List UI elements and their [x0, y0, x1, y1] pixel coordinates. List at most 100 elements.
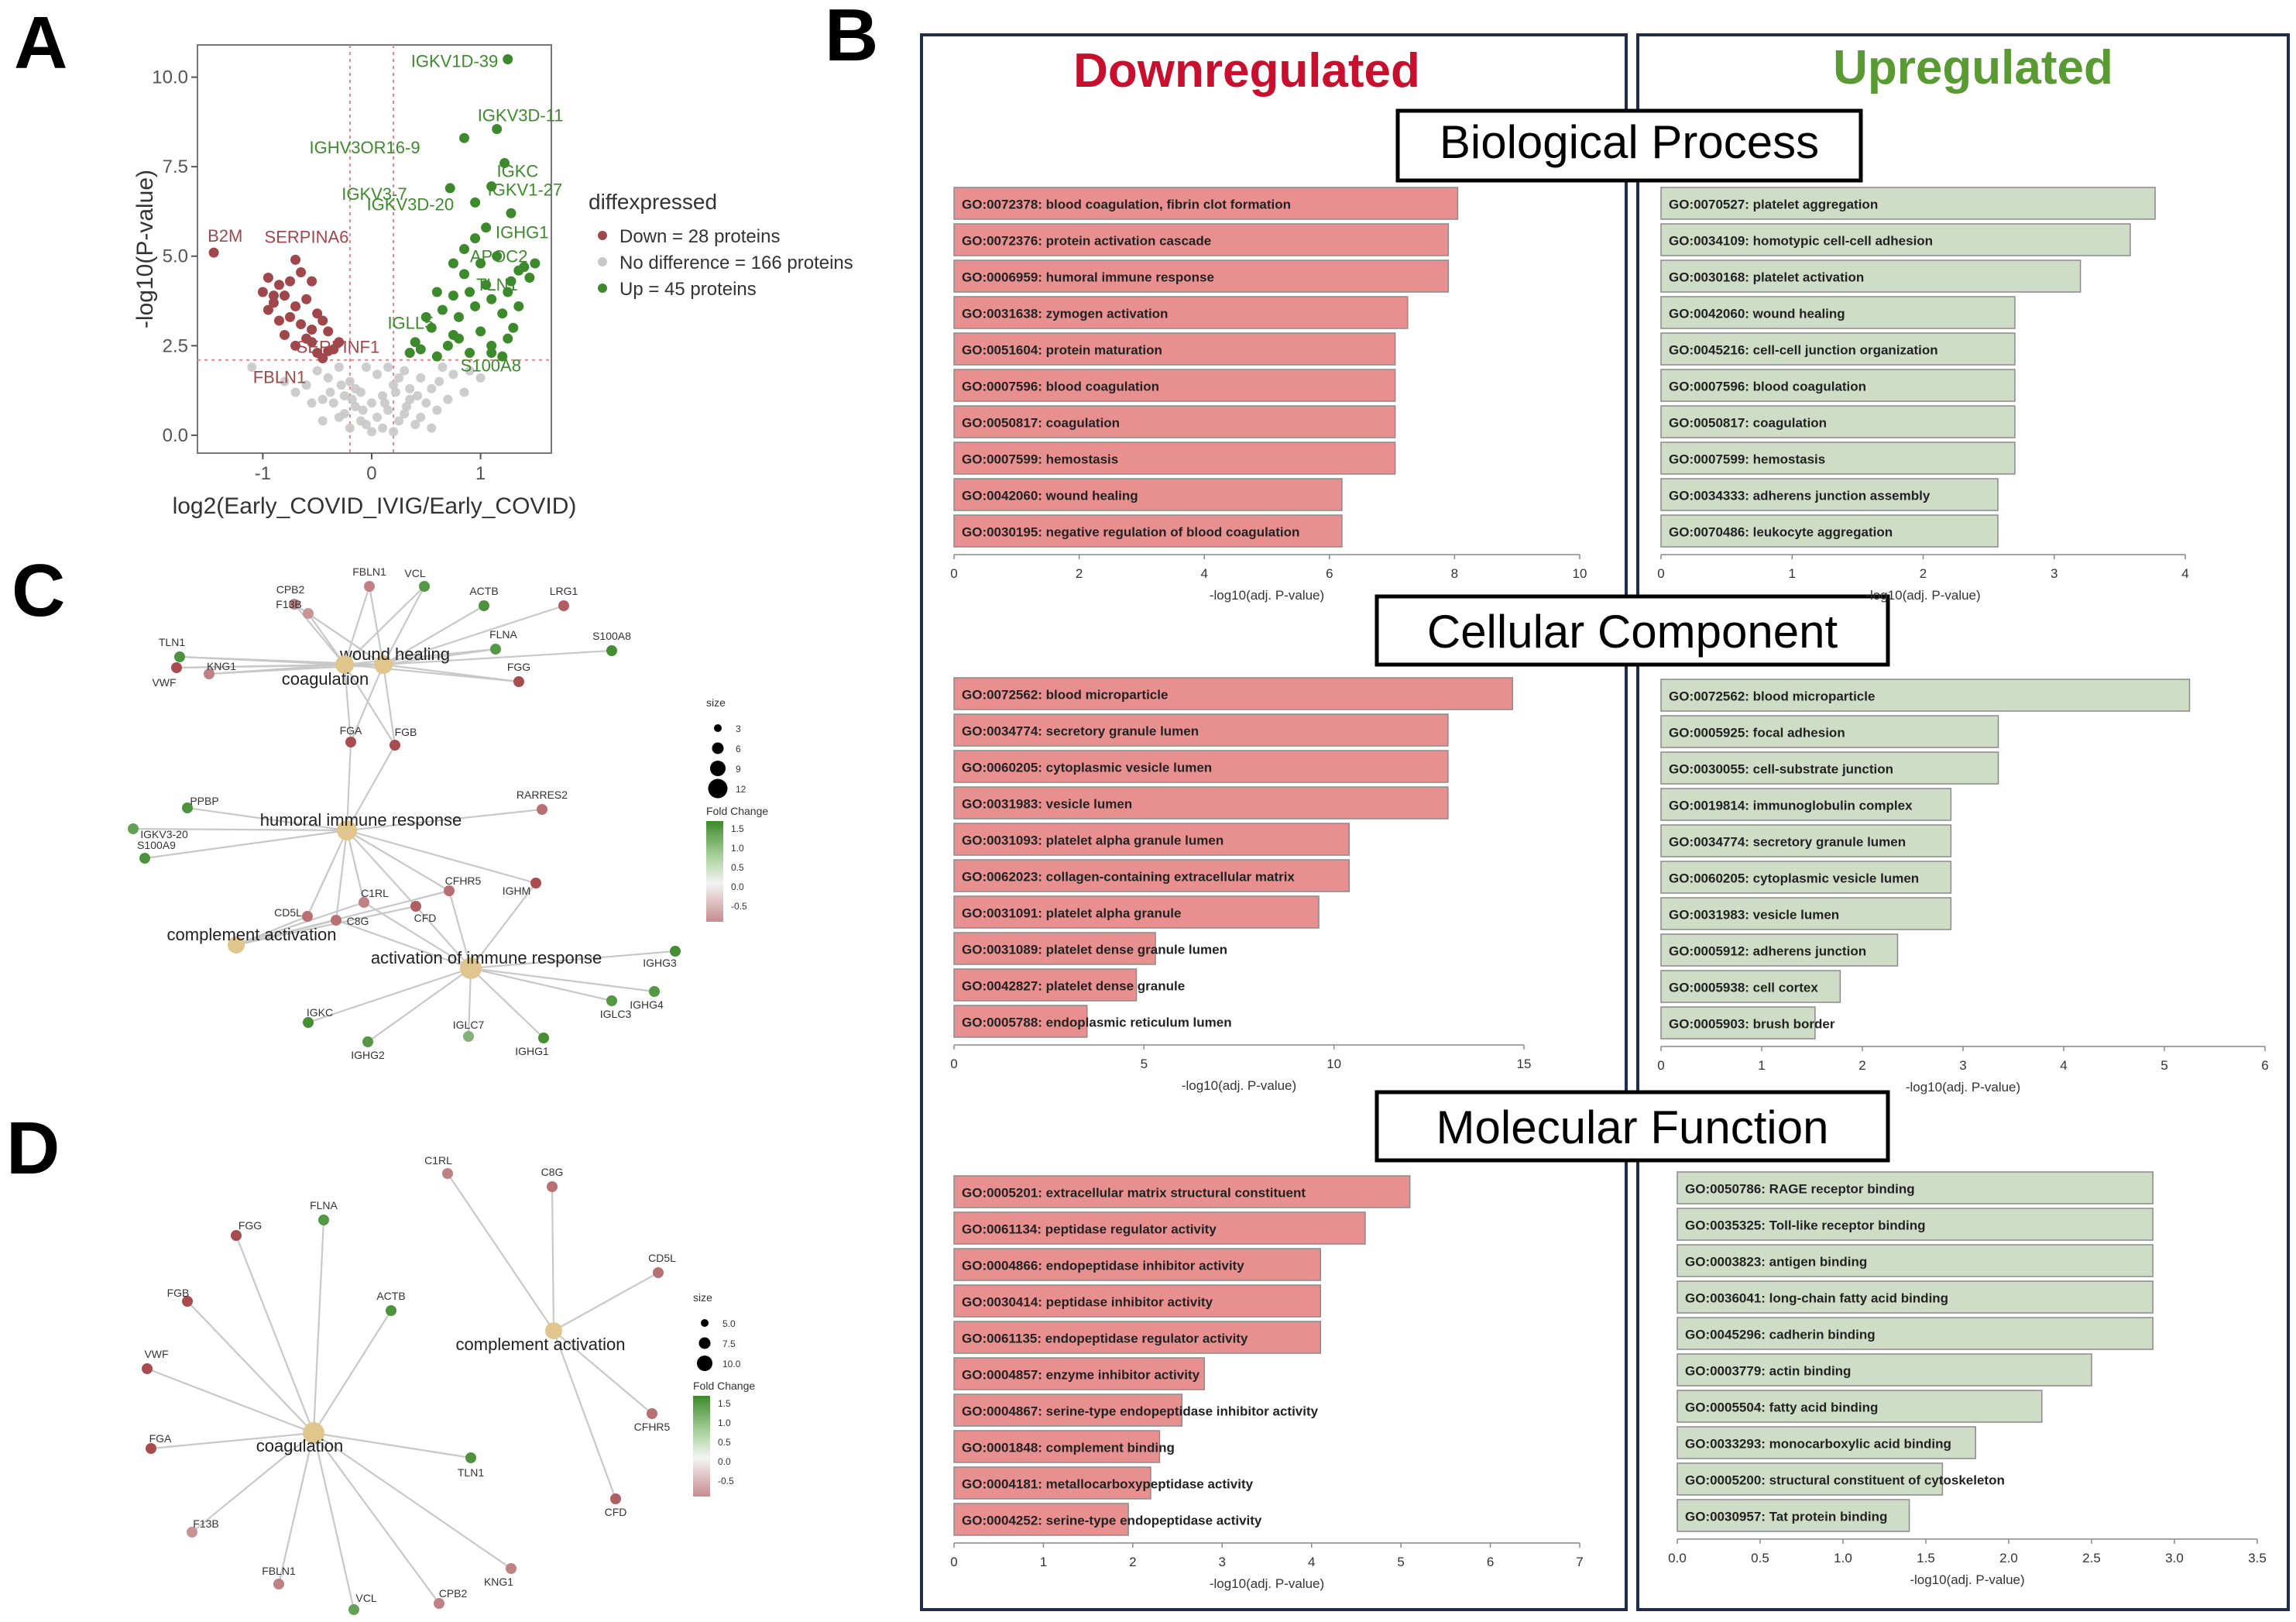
- go-bar-label: GO:0031983: vesicle lumen: [1669, 908, 1839, 923]
- x-tick-label: 2: [1920, 566, 1927, 581]
- gene-node: [513, 676, 524, 687]
- color-legend-label: 1.5: [731, 823, 744, 834]
- network-edge: [187, 806, 348, 832]
- go-bar: [953, 442, 1396, 475]
- nodiff-point: [358, 405, 368, 415]
- x-tick-label: 0: [366, 463, 376, 484]
- network-c: wound healing coagulation humoral immune r…: [128, 565, 768, 1061]
- up-point: [497, 308, 508, 319]
- x-tick-label: 1: [1789, 566, 1796, 581]
- nodiff-point: [389, 380, 399, 390]
- go-bar-label: GO:0072562: blood microparticle: [962, 688, 1168, 703]
- up-point: [410, 337, 420, 348]
- color-legend-title: Fold Change: [693, 1380, 755, 1392]
- network-edge: [346, 744, 396, 831]
- down-point: [323, 345, 334, 356]
- nodiff-point: [434, 376, 444, 387]
- x-tick-label: 4: [1200, 566, 1207, 581]
- gene-label: IGHG2: [351, 1049, 385, 1061]
- x-tick-label: 1.5: [1917, 1551, 1935, 1565]
- gene-node: [171, 662, 182, 673]
- labeled-point: [492, 124, 503, 135]
- go-bar-label: GO:0031089: platelet dense granule lumen: [962, 943, 1227, 957]
- network-edge: [343, 664, 352, 743]
- size-legend-title: size: [706, 696, 726, 709]
- go-bar-label: GO:0070527: platelet aggregation: [1669, 198, 1878, 212]
- nodiff-point: [401, 401, 411, 411]
- down-point: [290, 340, 301, 351]
- up-point: [503, 287, 513, 297]
- gene-label: CFHR5: [445, 875, 482, 887]
- nodiff-point: [317, 416, 328, 426]
- network-edge: [552, 1330, 617, 1500]
- network-edge: [345, 830, 366, 903]
- size-legend-dot: [697, 1356, 712, 1371]
- nodiff-point: [323, 373, 333, 383]
- y-tick-label: 2.5: [163, 335, 188, 356]
- gene-node: [670, 946, 681, 957]
- gene-node: [537, 804, 547, 815]
- gene-label: VWF: [144, 1348, 168, 1360]
- term-node: [337, 820, 357, 840]
- section-title: Molecular Function: [1436, 1101, 1829, 1153]
- go-bar-label: GO:0060205: cytoplasmic vesicle lumen: [1669, 871, 1919, 886]
- gene-node: [345, 737, 356, 747]
- go-bar-label: GO:0006959: humoral immune response: [962, 270, 1214, 285]
- point-label: SERPINF1: [297, 338, 380, 357]
- gene-label: FGB: [395, 726, 417, 738]
- point-label: IGKC: [497, 162, 539, 181]
- network-edge: [553, 1272, 659, 1332]
- legend-marker: [598, 231, 607, 240]
- network-edge: [470, 950, 676, 970]
- up-frame: [1636, 33, 2290, 1611]
- network-edge: [383, 604, 565, 666]
- gene-label: IGHG1: [515, 1045, 549, 1057]
- gene-node: [479, 600, 489, 611]
- gene-label: C1RL: [424, 1154, 452, 1167]
- go-bar-label: GO:0050817: coagulation: [962, 416, 1120, 431]
- go-bar: [1660, 715, 1999, 748]
- go-bar-label: GO:0051604: protein maturation: [962, 343, 1162, 358]
- network-edge: [146, 1367, 314, 1435]
- go-bar: [953, 859, 1350, 892]
- nodiff-point: [317, 394, 328, 404]
- nodiff-point: [390, 387, 400, 397]
- go-bar-label: GO:0007596: blood coagulation: [962, 380, 1159, 394]
- network-edge: [383, 649, 613, 666]
- network-edge: [345, 741, 352, 831]
- go-bar: [1660, 1006, 1816, 1040]
- go-bar-label: GO:0003823: antigen binding: [1685, 1255, 1867, 1270]
- panel-label-d: D: [6, 1107, 60, 1190]
- nodiff-point: [427, 423, 437, 433]
- up-point: [481, 222, 492, 233]
- down-point: [263, 272, 273, 283]
- network-edge: [208, 663, 345, 675]
- gene-label: CPB2: [439, 1587, 468, 1600]
- up-point: [475, 258, 486, 269]
- go-bar: [1660, 933, 1899, 967]
- up-point: [503, 333, 513, 344]
- go-bar: [1660, 296, 2016, 329]
- color-legend-label: 1.5: [718, 1398, 731, 1409]
- x-axis-label: log2(Early_COVID_IVIG/Early_COVID): [173, 493, 577, 519]
- x-tick-label: 6: [2261, 1058, 2268, 1073]
- go-bar: [953, 1393, 1183, 1427]
- go-bar-label: GO:0072562: blood microparticle: [1669, 689, 1875, 704]
- gene-label: ACTB: [376, 1290, 405, 1302]
- network-edge: [235, 1235, 315, 1434]
- term-node: [303, 1422, 324, 1444]
- go-bar-label: GO:0005788: endoplasmic reticulum lumen: [962, 1015, 1232, 1030]
- down-point: [334, 337, 345, 348]
- network-edge: [187, 1301, 314, 1434]
- go-bar-label: GO:0005925: focal adhesion: [1669, 726, 1845, 741]
- go-bar-label: GO:0031093: platelet alpha granule lumen: [962, 833, 1224, 848]
- go-bar: [1660, 824, 1952, 857]
- size-legend-label: 9: [736, 764, 741, 775]
- labeled-point: [307, 337, 317, 348]
- network-edge: [144, 829, 348, 860]
- network-edge: [179, 655, 345, 666]
- gene-node: [359, 897, 369, 908]
- gene-node: [273, 1579, 284, 1589]
- down-point: [273, 280, 284, 290]
- nodiff-point: [347, 394, 357, 404]
